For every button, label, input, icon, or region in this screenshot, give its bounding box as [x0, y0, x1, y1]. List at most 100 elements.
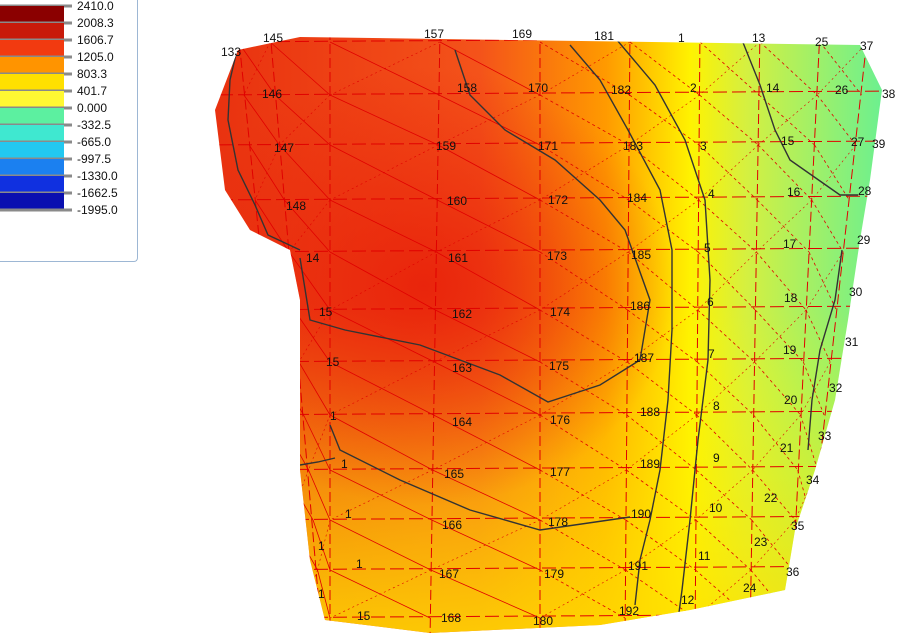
node-label: 15 [326, 355, 340, 369]
mesh-diagonal [539, 414, 627, 471]
mesh-diagonal [752, 414, 801, 471]
node-label: 1 [330, 409, 337, 423]
mesh-diagonal [329, 519, 432, 571]
mesh-diagonal [430, 519, 541, 571]
mesh-diagonal [277, 361, 300, 416]
node-label: 184 [627, 191, 647, 205]
mesh-row-line [215, 565, 882, 571]
mesh-diagonal [308, 469, 331, 521]
node-label: 20 [784, 393, 798, 407]
mesh-diagonal [539, 144, 629, 201]
mesh-diagonal [274, 94, 331, 146]
node-label: 182 [611, 83, 631, 97]
mesh-diagonal [248, 144, 285, 201]
mesh-diagonal [756, 251, 807, 311]
node-label: 34 [806, 473, 820, 487]
node-label: 25 [815, 35, 829, 49]
mesh-diagonal [539, 569, 626, 619]
mesh-diagonal [816, 41, 868, 96]
mesh-col-line [694, 37, 701, 633]
node-label: 15 [357, 609, 371, 623]
mesh-row-line [215, 465, 882, 471]
legend-swatch [0, 193, 64, 210]
mesh-col-line [429, 37, 441, 633]
contour-line [299, 457, 336, 466]
mesh-diagonal [754, 309, 807, 363]
mesh-diagonal [237, 41, 276, 96]
mesh-diagonal [329, 41, 441, 96]
mesh-diagonal [628, 199, 699, 253]
mesh-diagonal [819, 41, 862, 96]
legend-label: 1606.7 [77, 33, 114, 47]
mesh-row-line [215, 305, 882, 311]
mesh-diagonal [814, 144, 850, 201]
node-label: 171 [538, 139, 558, 153]
legend-label: -1662.5 [77, 186, 118, 200]
mesh-diagonal [626, 361, 698, 416]
legend-swatch [0, 142, 64, 159]
node-label: 30 [849, 285, 863, 299]
legend-label: -332.5 [77, 118, 111, 132]
mesh-diagonal [811, 144, 856, 201]
legend-label: -665.0 [77, 135, 111, 149]
mesh-diagonal [329, 199, 437, 253]
mesh-col-line [749, 37, 761, 633]
node-label: 39 [872, 137, 886, 151]
legend-swatch [0, 176, 64, 193]
node-label: 4 [708, 187, 715, 201]
mesh-diagonal [288, 251, 331, 311]
mesh-diagonal [279, 144, 331, 201]
mesh-diagonal [438, 94, 541, 146]
legend-label: -997.5 [77, 152, 111, 166]
mesh-row-line [215, 195, 882, 201]
node-label: 189 [640, 457, 660, 471]
mesh-row-line [215, 247, 882, 253]
node-label: 167 [439, 567, 459, 581]
node-label: 190 [631, 507, 651, 521]
node-label: 23 [754, 535, 768, 549]
node-label: 16 [787, 185, 801, 199]
node-label: 37 [860, 39, 874, 53]
mesh-diagonal [794, 469, 818, 521]
mesh-diagonal [436, 251, 541, 311]
mesh-diagonal [750, 519, 796, 571]
node-label: 172 [548, 193, 568, 207]
node-label: 32 [829, 381, 843, 395]
node-label: 19 [783, 343, 797, 357]
node-label: 147 [274, 141, 294, 155]
node-label: 12 [681, 593, 695, 607]
mesh-diagonal [435, 309, 541, 363]
node-label: 31 [845, 335, 859, 349]
node-label: 159 [436, 139, 456, 153]
node-label: 15 [781, 134, 795, 148]
mesh-diagonal [627, 309, 698, 363]
legend-label: 1205.0 [77, 50, 114, 64]
legend-label: -1330.0 [77, 169, 118, 183]
mesh-diagonal [800, 361, 831, 416]
node-label: 1 [341, 457, 348, 471]
node-label: 3 [700, 139, 707, 153]
mesh-diagonal [698, 144, 759, 201]
node-label: 1 [678, 31, 685, 45]
node-label: 1 [345, 507, 352, 521]
mesh-diagonal [254, 199, 290, 253]
node-label: 7 [708, 347, 715, 361]
mesh-diagonal [625, 519, 697, 571]
node-label: 10 [709, 501, 723, 515]
mesh-diagonal [699, 94, 759, 146]
mesh-diagonal [254, 144, 280, 201]
node-label: 165 [444, 467, 464, 481]
mesh-diagonal [808, 251, 837, 311]
mesh-diagonal [269, 41, 331, 96]
node-label: 169 [512, 27, 532, 41]
node-label: 14 [306, 251, 320, 265]
mesh-diagonal [758, 94, 815, 146]
mesh-diagonal [696, 414, 753, 471]
mesh-diagonal [539, 519, 626, 571]
mesh-diagonal [329, 309, 435, 363]
mesh-diagonal [329, 144, 439, 201]
legend-swatch [0, 74, 64, 91]
node-label: 187 [634, 351, 654, 365]
node-label: 35 [791, 519, 805, 533]
node-label: 178 [548, 515, 568, 529]
